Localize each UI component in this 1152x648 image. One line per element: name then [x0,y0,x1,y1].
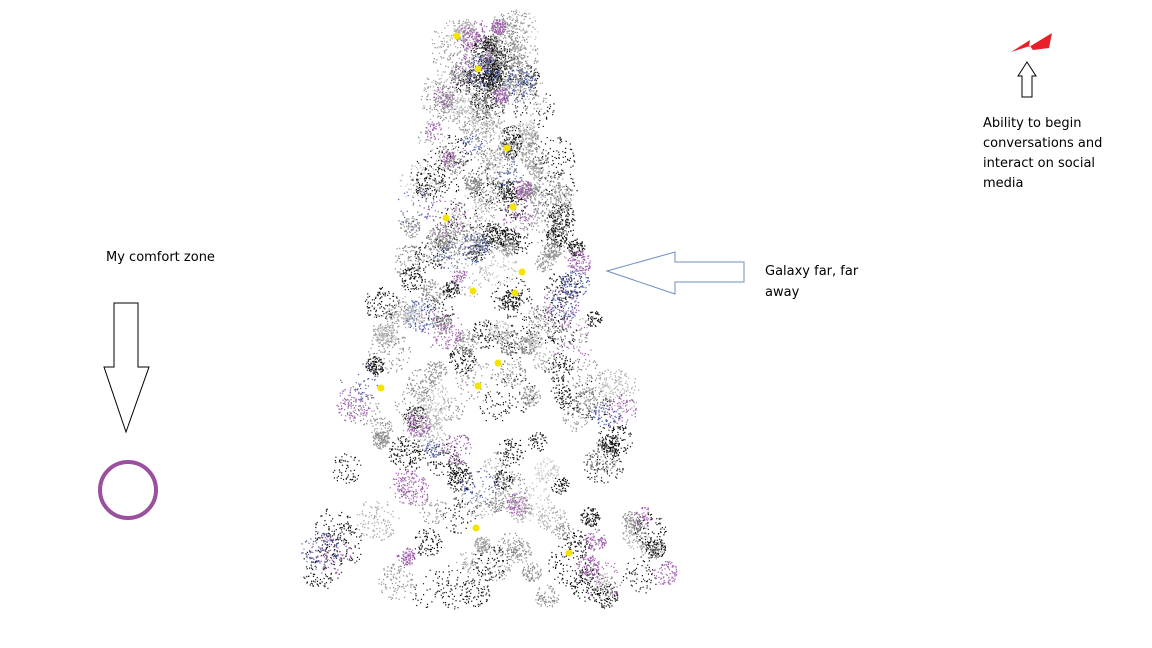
yellow-star [509,203,517,211]
yellow-star [511,289,519,297]
comfort-zone-circle [98,460,158,520]
yellow-star [474,382,482,390]
galaxy-dots [303,33,667,610]
yellow-star [377,384,385,392]
down-arrow [103,302,150,434]
ability-label: Ability to begin conversations and inter… [983,116,1103,191]
galaxy-dots [377,9,628,522]
yellow-star [453,32,461,40]
yellow-star [503,144,511,152]
yellow-star [472,524,480,532]
galaxy-dots [347,10,663,608]
left-arrow [605,251,745,295]
yellow-star [494,359,502,367]
galaxy-label: Galaxy far, far away [765,264,859,300]
red-mark [1011,33,1052,52]
yellow-star [474,65,482,73]
yellow-star [565,549,573,557]
galaxy-dots [309,19,678,596]
yellow-star [469,287,477,295]
comfort-zone-label: My comfort zone [106,250,215,265]
yellow-star [518,268,526,276]
galaxy-dots [301,54,622,568]
yellow-star [442,214,450,222]
galaxy [301,9,678,610]
up-arrow [1017,61,1037,98]
